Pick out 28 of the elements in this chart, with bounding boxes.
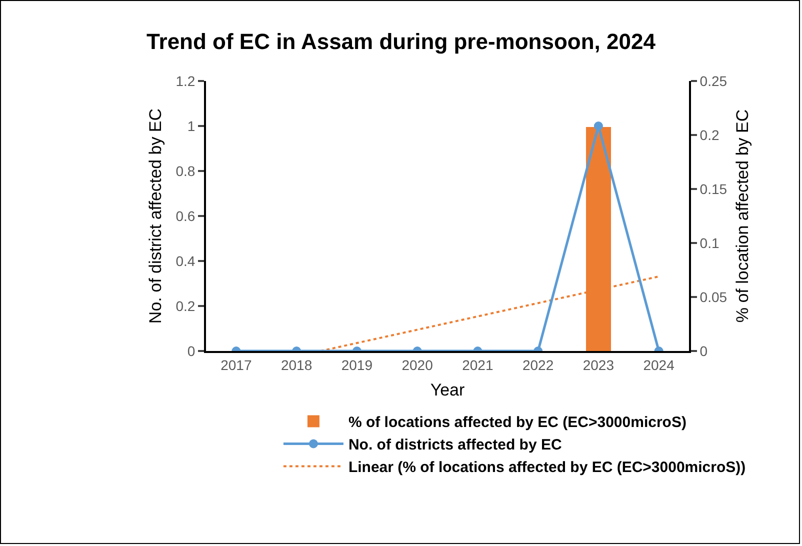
y-tick-label: 1.2 (176, 72, 196, 89)
y2-tick-label: 0.1 (700, 234, 720, 251)
y2-tick-label: 0.2 (700, 126, 720, 143)
y2-axis-title: % of location affected by EC (733, 109, 752, 323)
y2-tick-label: 0.15 (700, 180, 728, 197)
y-tick-label: 0.2 (176, 298, 196, 314)
x-tick-label: 2022 (522, 356, 554, 373)
y-tick-label: 0.8 (176, 162, 196, 179)
x-tick-label: 2018 (280, 356, 312, 373)
legend-label: % of locations affected by EC (EC>3000microS) (348, 414, 686, 432)
y2-tick-label: 0.25 (700, 72, 728, 89)
x-tick-label: 2020 (402, 356, 434, 373)
x-axis-title: Year (430, 380, 466, 400)
legend-label: Linear (% of locations affected by EC (EC>3000microS)) (348, 459, 746, 476)
y-tick-label: 0.6 (176, 208, 196, 224)
chart-title: Trend of EC in Assam during pre-monsoon, 2024 (146, 29, 656, 54)
y-axis-title: No. of district affected by EC (146, 108, 165, 324)
x-tick-label: 2019 (341, 356, 373, 373)
y2-tick-label: 0 (700, 342, 708, 359)
y-tick-label: 1 (187, 118, 196, 134)
y2-tick-label: 0.05 (700, 288, 728, 305)
y-tick-label: 0.4 (176, 252, 196, 269)
x-tick-label: 2017 (220, 356, 252, 373)
x-tick-label: 2024 (643, 356, 675, 373)
x-tick-label: 2023 (582, 356, 614, 373)
legend-label: No. of districts affected by EC (348, 436, 562, 454)
x-tick-label: 2021 (462, 356, 494, 373)
y-tick-label: 0 (187, 342, 196, 359)
